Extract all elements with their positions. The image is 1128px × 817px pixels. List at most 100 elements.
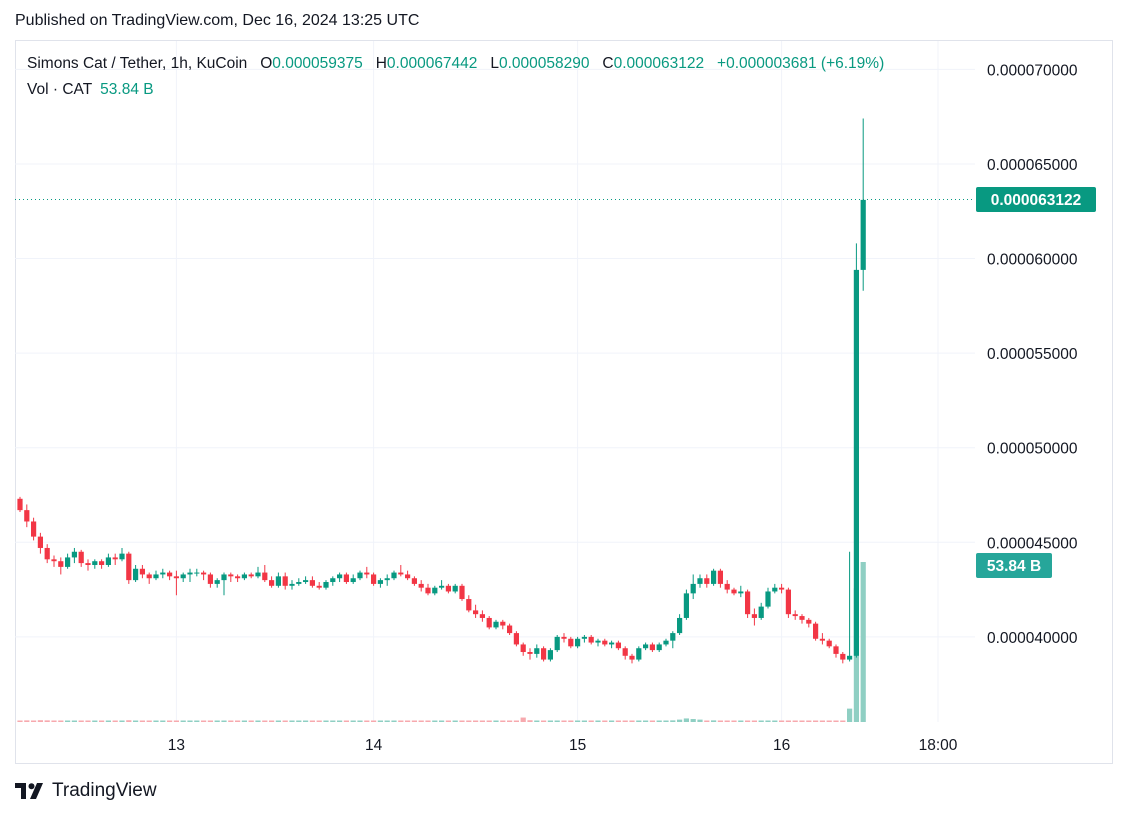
candle [772,583,778,594]
price-tick-label: 0.000040000 [987,630,1078,647]
volume-bar [24,720,30,722]
volume-bar [173,720,179,722]
volume-bar [575,720,581,722]
volume-bar [411,720,417,722]
grid-lines [15,41,975,722]
price-tick-label: 0.000045000 [987,535,1078,552]
candle-body [71,551,77,558]
volume-bar [615,720,621,722]
candle [71,547,77,564]
footer-brand[interactable]: TradingView [15,780,157,802]
volume-bar [17,720,23,722]
candle [398,564,404,577]
volume-bar [350,720,356,722]
candle [187,568,193,583]
candle-body [255,572,261,577]
candle [262,564,268,583]
time-axis: 13 14 15 16 18:00 [168,737,958,754]
symbol-title[interactable]: Simons Cat / Tether, 1h, KuCoin [27,55,248,72]
candle-body [595,640,601,643]
candle [241,572,247,581]
price-tick-label: 0.000055000 [987,346,1078,363]
high-label: H [375,55,387,72]
candle [840,652,846,664]
candle [731,587,737,596]
candle-body [364,572,370,575]
volume-bar [262,720,268,722]
candle [452,583,458,594]
candle-body [316,585,322,588]
candle [357,570,363,581]
last-price-label: 0.000063122 [976,186,1096,212]
volume-bar [405,720,411,722]
volume-bar [364,720,370,722]
candles [17,118,866,664]
candle [520,642,526,656]
candle-body [92,561,98,565]
candle [405,570,411,581]
candle-body [547,650,553,660]
volume-bar [201,720,207,722]
volume-bar [520,717,526,722]
candle-body [445,585,451,592]
candle [343,572,349,584]
candle [180,572,186,583]
volume-bar [643,720,649,722]
candle [745,589,751,618]
candle-body [554,636,560,651]
volume-bar [37,720,43,722]
candle [677,614,683,635]
volume-bar [133,720,139,722]
candle [384,574,390,586]
candle-body [282,576,288,586]
candle-body [58,561,64,567]
volume-bar [649,720,655,722]
candle-body [833,646,839,654]
candle [78,549,84,567]
candle [439,580,445,590]
candle-body [541,648,547,660]
candle [656,642,662,653]
volume-value: 53.84 B [100,81,154,98]
candle-body [105,557,111,565]
candle [255,566,261,579]
candle [717,568,723,588]
volume-bar [31,720,37,722]
published-caption: Published on TradingView.com, Dec 16, 20… [15,12,420,29]
candle [24,504,30,528]
candle-body [459,585,465,600]
candle-body [119,553,125,560]
candle-body [670,633,676,641]
candle-body [289,583,295,586]
candle [167,570,173,581]
close-label: C [602,55,614,72]
candle-body [724,583,730,590]
low-value: 0.000058290 [498,55,590,72]
volume-bar [813,720,819,722]
volume-bar [105,720,111,722]
volume-bar [724,720,730,722]
candle [133,564,139,583]
volume-bar [187,720,193,722]
candle-body [731,589,737,594]
candle [153,570,159,581]
candle [581,634,587,643]
candle-body [649,644,655,651]
candle [269,576,275,588]
candle [58,557,64,575]
candle-body [500,621,506,626]
candle [534,644,540,658]
volume-bar [765,720,771,722]
candle-body [615,642,621,649]
candle-body [717,570,723,584]
volume-bar [466,720,472,722]
high-value: 0.000067442 [386,55,478,72]
volume-bar [622,720,628,722]
volume-bar [384,720,390,722]
volume-bar [316,720,322,722]
volume-label[interactable]: Vol · CAT [27,81,93,98]
volume-bar [126,720,132,722]
candle [561,633,567,643]
price-tick-label: 0.000050000 [987,441,1078,458]
